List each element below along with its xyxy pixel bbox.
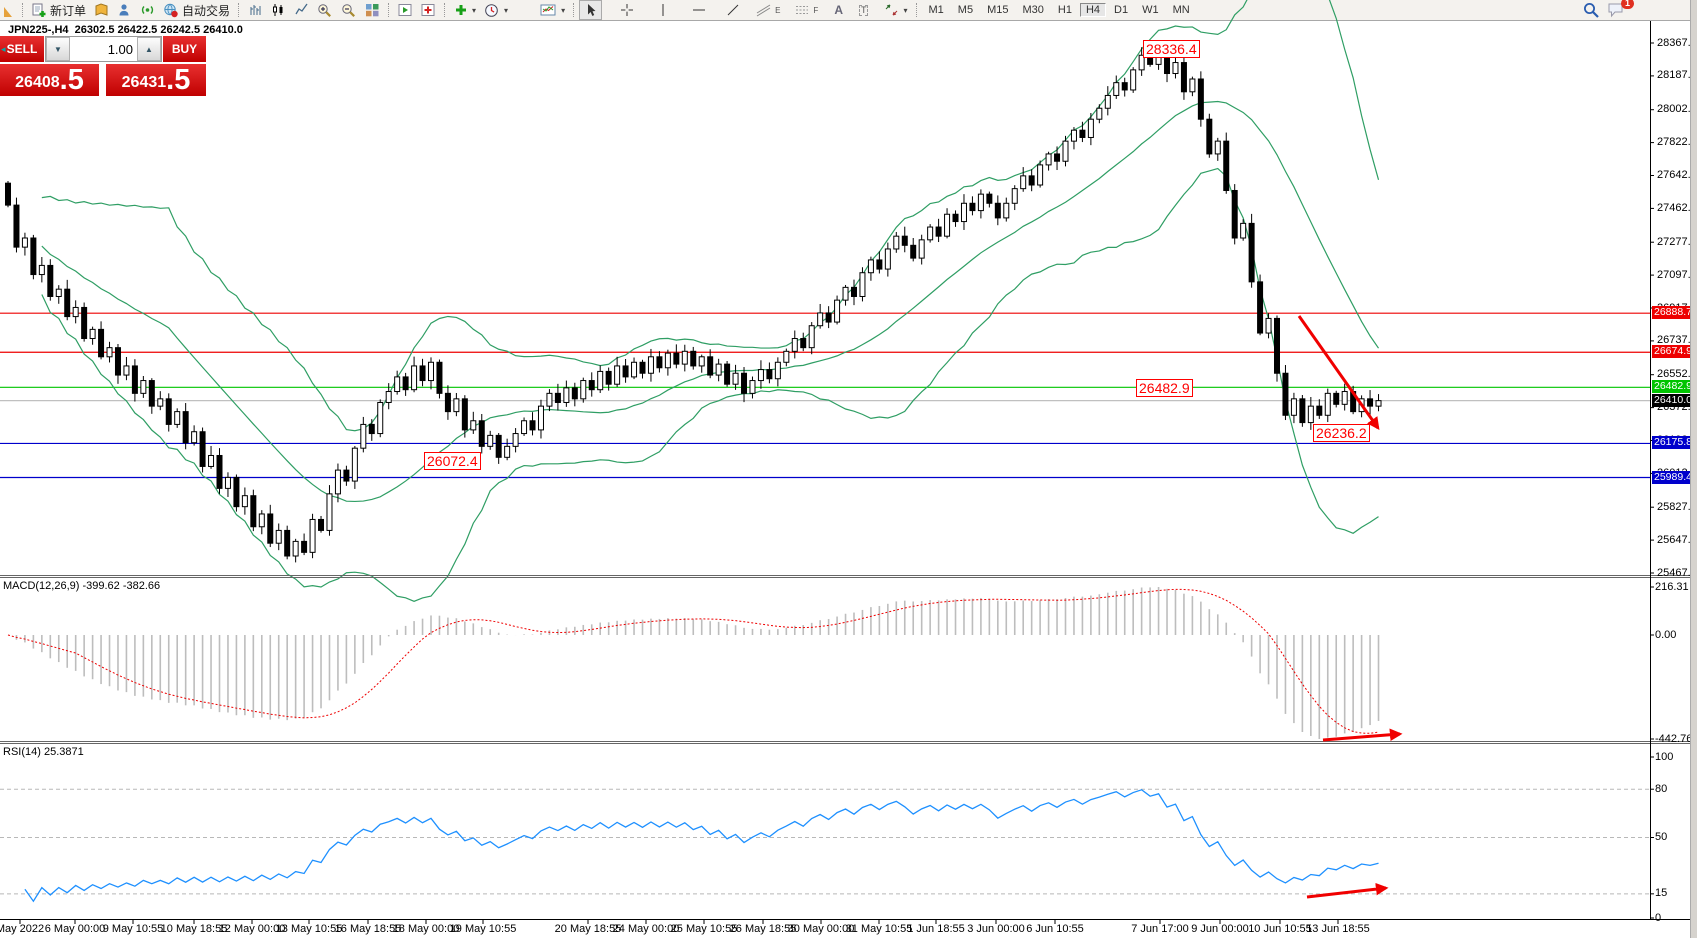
timeframe-m5[interactable]: M5 xyxy=(957,4,974,16)
volume-up-button[interactable]: ▲ xyxy=(137,37,161,61)
one-click-collapse-icon[interactable]: ◂ xyxy=(1,44,6,54)
timeframe-group: M1 M5 M15 M30 H1 H4 D1 W1 MN xyxy=(922,3,1197,17)
toolbar-separator xyxy=(22,3,24,17)
timeframe-w1[interactable]: W1 xyxy=(1142,4,1159,16)
new-order-icon xyxy=(32,3,47,18)
text-label-tool-icon[interactable]: T xyxy=(858,4,869,16)
buy-button[interactable]: BUY xyxy=(163,36,206,62)
ohlc-low: 26242.5 xyxy=(160,24,201,36)
chevron-down-icon: ▾ xyxy=(903,5,908,15)
sell-button[interactable]: SELL xyxy=(0,36,45,62)
crosshair-tool-icon[interactable] xyxy=(616,1,638,19)
profile-play-icon[interactable] xyxy=(394,1,417,19)
chevron-down-icon: ▾ xyxy=(504,5,509,15)
fibo-e-label: E xyxy=(775,5,781,15)
search-icon[interactable] xyxy=(1583,2,1600,21)
toolbar-separator xyxy=(573,3,575,17)
toolbar-separator xyxy=(388,3,390,17)
notification-badge: 1 xyxy=(1620,0,1634,9)
timeframe-mn[interactable]: MN xyxy=(1172,4,1190,16)
auto-trading-label: 自动交易 xyxy=(182,3,231,18)
toolbar-separator xyxy=(238,3,240,17)
toolbar-separator xyxy=(915,3,918,17)
tile-windows-icon[interactable] xyxy=(361,1,384,19)
template-button[interactable]: ▾ xyxy=(536,1,569,19)
zoom-out-icon[interactable] xyxy=(337,1,361,19)
ohlc-high: 26422.5 xyxy=(117,24,158,36)
timeframe-m15[interactable]: M15 xyxy=(987,4,1009,16)
new-order-button[interactable]: 新订单 xyxy=(28,1,90,19)
vertical-line-tool-icon[interactable] xyxy=(652,1,674,19)
new-order-label: 新订单 xyxy=(50,3,87,18)
edge-tool-icon[interactable] xyxy=(0,1,18,19)
add-indicator-button[interactable]: ▾ xyxy=(450,1,480,19)
chevron-down-icon: ▾ xyxy=(472,5,477,15)
bar-chart-type-icon[interactable] xyxy=(244,1,267,19)
market-watch-icon[interactable] xyxy=(90,1,113,19)
chat-icon[interactable]: 1 xyxy=(1608,0,1634,21)
fibo-f-label: F xyxy=(813,5,819,15)
toolbar-separator xyxy=(444,3,446,17)
toolbar: 新订单 自动交易 ▾ ▾ ▾ E F A T ▾ M1 M5 M1 xyxy=(0,0,1697,21)
auto-trading-button[interactable]: 自动交易 xyxy=(159,1,234,19)
one-click-trading-panel: SELL ▼ ▲ BUY 26408.5 26431.5 xyxy=(0,36,206,96)
text-tool-icon[interactable]: A xyxy=(834,3,843,17)
cursor-tool-icon[interactable] xyxy=(579,0,603,20)
volume-down-button[interactable]: ▼ xyxy=(46,37,70,61)
chevron-down-icon: ▾ xyxy=(561,5,566,15)
buy-price[interactable]: 26431.5 xyxy=(106,64,206,96)
accounts-icon[interactable] xyxy=(113,1,136,19)
arrows-tool-icon[interactable]: ▾ xyxy=(880,1,911,19)
equidistant-channel-tool-icon[interactable]: E xyxy=(752,1,784,19)
timeframe-h1[interactable]: H1 xyxy=(1057,4,1072,16)
line-chart-type-icon[interactable] xyxy=(290,1,313,19)
fibonacci-tool-icon[interactable]: F xyxy=(790,1,822,19)
symbol-period: JPN225-,H4 xyxy=(8,24,69,36)
trendline-tool-icon[interactable] xyxy=(722,1,744,19)
window-edge xyxy=(1690,0,1697,938)
period-clock-button[interactable]: ▾ xyxy=(480,1,512,19)
timeframe-m30[interactable]: M30 xyxy=(1022,4,1044,16)
horizontal-line-tool-icon[interactable] xyxy=(688,1,710,19)
zoom-in-icon[interactable] xyxy=(313,1,337,19)
symbol-ohlc-info: JPN225-,H4 26302.5 26422.5 26242.5 26410… xyxy=(8,24,243,36)
broadcast-icon[interactable] xyxy=(136,1,159,19)
auto-trading-icon xyxy=(163,3,179,18)
timeframe-d1[interactable]: D1 xyxy=(1114,4,1129,16)
volume-input[interactable] xyxy=(70,37,137,61)
candlestick-chart-type-icon[interactable] xyxy=(267,1,290,19)
volume-stepper: ▼ ▲ xyxy=(45,36,162,62)
timeframe-m1[interactable]: M1 xyxy=(928,4,944,16)
ohlc-open: 26302.5 xyxy=(74,24,115,36)
ohlc-close: 26410.0 xyxy=(203,24,243,36)
sell-price[interactable]: 26408.5 xyxy=(0,64,99,96)
timeframe-h4[interactable]: H4 xyxy=(1079,3,1106,17)
profile-add-icon[interactable] xyxy=(417,1,440,19)
